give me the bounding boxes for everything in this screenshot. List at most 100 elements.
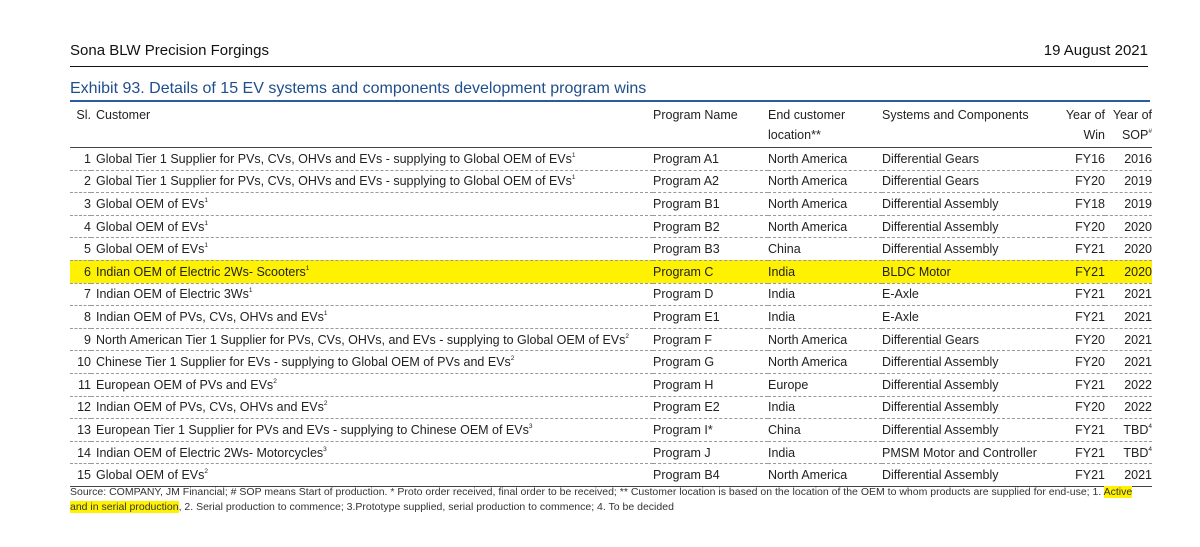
cell-program: Program J	[653, 445, 711, 460]
cell-sl: 3	[84, 196, 91, 211]
page-header: Sona BLW Precision Forgings 19 August 20…	[70, 42, 1148, 66]
cell-location: North America	[768, 468, 848, 483]
cell-customer: European OEM of PVs and EVs2	[96, 377, 277, 392]
source-footnote: Source: COMPANY, JM Financial; # SOP mea…	[70, 486, 1133, 513]
table-row: 11 European OEM of PVs and EVs2 Program H E…	[70, 373, 1152, 397]
table-row: 5 Global OEM of EVs1 Program B3 China Differ…	[70, 238, 1152, 261]
cell-year-of-win: FY20	[1075, 174, 1105, 189]
cell-location: India	[768, 260, 882, 284]
table-row: 10 Chinese Tier 1 Supplier for EVs - supp…	[70, 351, 1152, 374]
cell-system: Differential Assembly	[882, 242, 999, 257]
cell-year-of-win: FY21	[1075, 377, 1105, 392]
cell-system: Differential Assembly	[882, 377, 999, 392]
cell-program: Program D	[653, 287, 714, 302]
cell-customer: Global Tier 1 Supplier for PVs, CVs, OHV…	[96, 174, 576, 189]
cell-year-of-win: FY20	[1075, 332, 1105, 347]
footnote-ref: 1	[204, 242, 208, 250]
cell-program: Program E1	[653, 309, 720, 324]
cell-system: Differential Assembly	[882, 219, 999, 234]
cell-program: Program G	[653, 355, 715, 370]
cell-sl: 15	[77, 468, 91, 483]
cell-program: Program C	[653, 260, 768, 284]
cell-location: North America	[768, 151, 848, 166]
cell-sl: 9	[84, 332, 91, 347]
cell-customer: North American Tier 1 Supplier for PVs, …	[96, 332, 630, 347]
cell-program: Program I*	[653, 422, 713, 437]
cell-system: Differential Assembly	[882, 468, 999, 483]
cell-sl: 13	[77, 422, 91, 437]
cell-sl: 14	[77, 445, 91, 460]
exhibit-title: Exhibit 93. Details of 15 EV systems and…	[70, 80, 647, 97]
cell-program: Program H	[653, 377, 714, 392]
table-header-row: Sl. Customer Program Name End customer l…	[70, 103, 1152, 148]
col-header-program: Program Name	[653, 108, 738, 122]
cell-location: China	[768, 242, 801, 257]
cell-sl: 12	[77, 400, 91, 415]
cell-year-of-sop: 2022	[1124, 400, 1152, 415]
cell-system: E-Axle	[882, 309, 919, 324]
cell-program: Program E2	[653, 400, 720, 415]
col-header-year-of-sop: Year of SOP#	[1112, 108, 1152, 142]
cell-sl: 11	[78, 377, 91, 392]
table-row: 2 Global Tier 1 Supplier for PVs, CVs, OH…	[70, 170, 1152, 193]
cell-location: India	[768, 445, 796, 460]
cell-year-of-sop: 2019	[1124, 196, 1152, 211]
cell-customer: Global OEM of EVs2	[96, 468, 208, 483]
col-header-year-of-win: Year of Win	[1065, 108, 1105, 142]
cell-system: Differential Assembly	[882, 422, 999, 437]
cell-year-of-win: FY21	[1075, 422, 1105, 437]
cell-location: North America	[768, 196, 848, 211]
cell-system: Differential Gears	[882, 332, 980, 347]
cell-location: North America	[768, 332, 848, 347]
table-row: 13 European Tier 1 Supplier for PVs and E…	[70, 419, 1152, 442]
footnote-ref: 1	[305, 264, 310, 272]
footnote-ref: 1	[204, 196, 208, 204]
footnote-ref: 1	[204, 219, 208, 227]
cell-year-of-sop: 2021	[1124, 332, 1152, 347]
cell-year-of-sop: TBD4	[1123, 422, 1152, 437]
cell-program: Program F	[653, 332, 713, 347]
cell-year-of-sop: 2021	[1124, 355, 1152, 370]
company-name: Sona BLW Precision Forgings	[70, 42, 269, 59]
cell-program: Program A2	[653, 174, 720, 189]
table-row: 12 Indian OEM of PVs, CVs, OHVs and EVs2 P…	[70, 396, 1152, 419]
table-row: 14 Indian OEM of Electric 2Ws- Motorcycle…	[70, 441, 1152, 464]
footnote-ref: 3	[323, 445, 327, 453]
cell-year-of-win: FY21	[1075, 445, 1105, 460]
exhibit-divider	[70, 100, 1150, 102]
cell-system: Differential Gears	[882, 174, 980, 189]
cell-year-of-sop: 2021	[1124, 309, 1152, 324]
cell-customer: Indian OEM of Electric 2Ws- Scooters1	[91, 260, 653, 284]
cell-program: Program B1	[653, 196, 720, 211]
cell-program: Program B2	[653, 219, 720, 234]
cell-system: Differential Gears	[882, 151, 980, 166]
cell-location: India	[768, 309, 796, 324]
col-header-systems: Systems and Components	[882, 108, 1029, 122]
cell-customer: Chinese Tier 1 Supplier for EVs - supply…	[96, 355, 515, 370]
cell-program: Program B3	[653, 242, 720, 257]
table-row: 1 Global Tier 1 Supplier for PVs, CVs, OH…	[70, 148, 1152, 171]
cell-customer: Global OEM of EVs1	[96, 242, 208, 257]
footnote-ref: 1	[571, 151, 576, 159]
cell-year-of-sop: 2021	[1124, 468, 1152, 483]
cell-location: India	[768, 400, 796, 415]
table-row: 8 Indian OEM of PVs, CVs, OHVs and EVs1 Pr…	[70, 306, 1152, 329]
header-divider	[70, 66, 1148, 67]
cell-year-of-sop: 2020	[1124, 242, 1152, 257]
footnote-ref: 1	[323, 309, 328, 317]
report-date: 19 August 2021	[1043, 42, 1148, 59]
cell-customer: Global OEM of EVs1	[96, 196, 208, 211]
cell-year-of-sop: 2021	[1124, 287, 1152, 302]
cell-location: North America	[768, 219, 848, 234]
col-header-sl: Sl.	[76, 108, 91, 122]
cell-customer: European Tier 1 Supplier for PVs and EVs…	[96, 422, 533, 437]
footnote-ref: 1	[571, 174, 576, 182]
table-row: 3 Global OEM of EVs1 Program B1 North Ameri…	[70, 193, 1152, 216]
cell-system: Differential Assembly	[882, 355, 999, 370]
cell-sl: 10	[77, 355, 91, 370]
table-row: 6 Indian OEM of Electric 2Ws- Scooters1 Pr…	[70, 260, 1152, 284]
footnote-ref: 2	[510, 355, 515, 363]
cell-year-of-sop: 2020	[1105, 260, 1152, 284]
cell-year-of-win: FY21	[1075, 242, 1105, 257]
cell-customer: Indian OEM of PVs, CVs, OHVs and EVs2	[96, 400, 328, 415]
